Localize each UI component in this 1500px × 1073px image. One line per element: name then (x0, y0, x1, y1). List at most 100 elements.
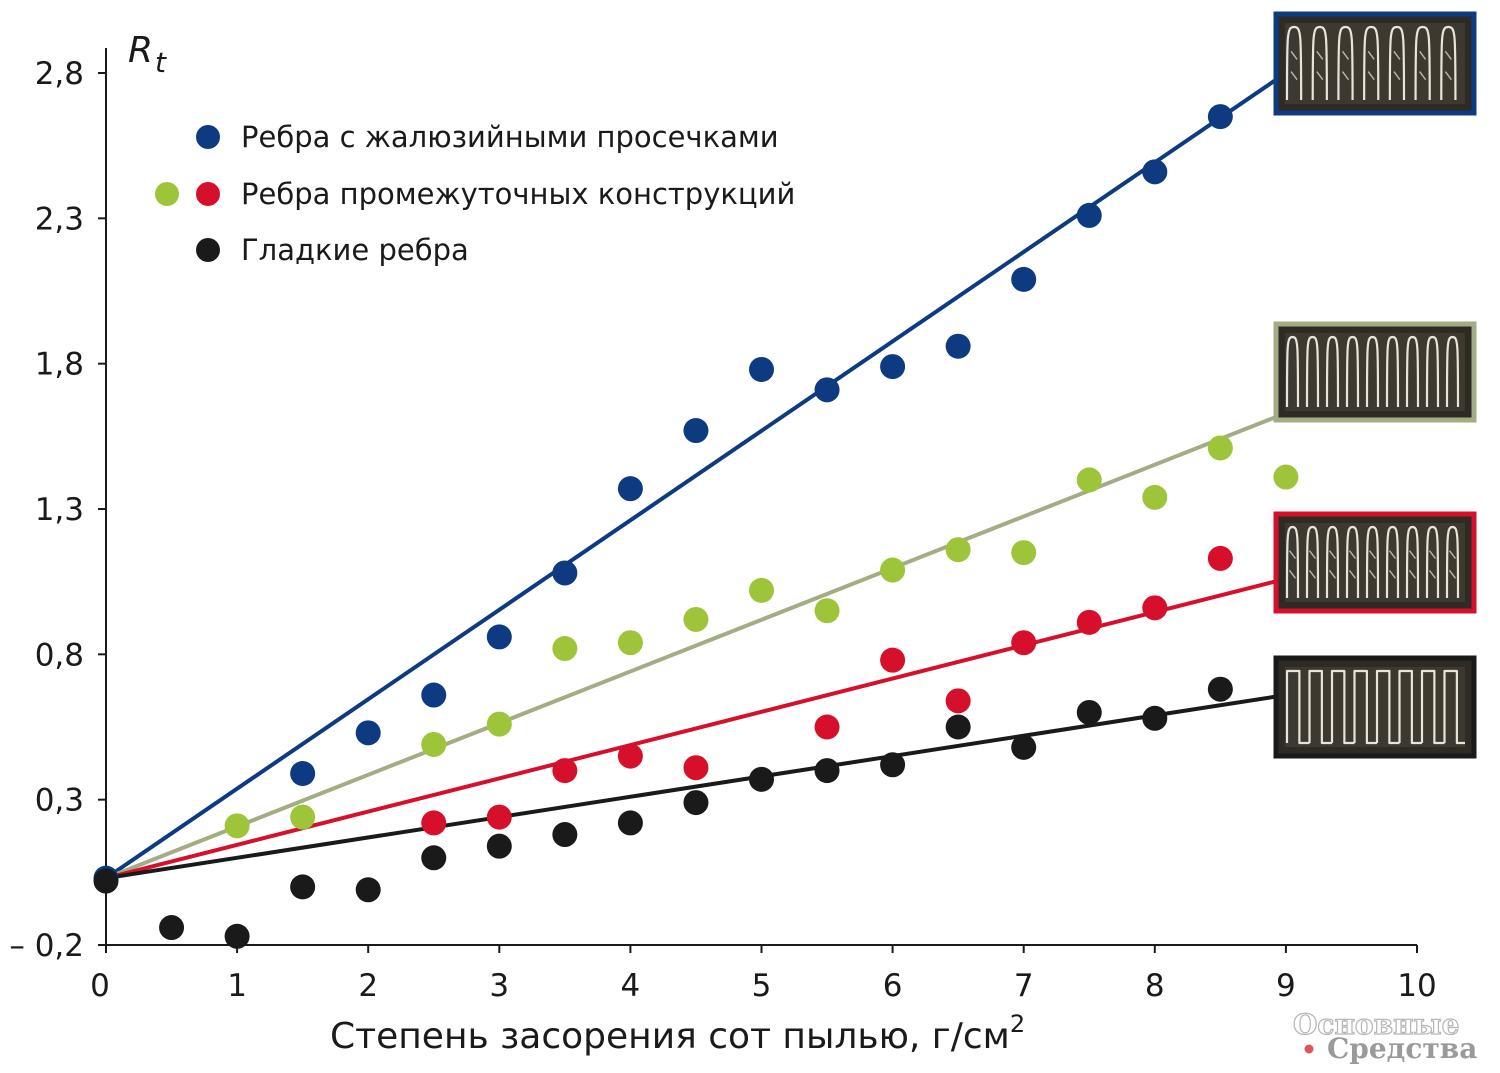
data-point-series-1 (1207, 435, 1233, 461)
data-point-series-1 (552, 636, 578, 662)
legend-marker-green (155, 182, 179, 206)
data-point-series-0 (355, 720, 381, 746)
data-point-series-1 (749, 577, 774, 603)
data-point-series-0 (945, 333, 971, 359)
trend-line-3 (105, 693, 1287, 881)
data-point-series-1 (1142, 484, 1168, 510)
data-point-series-2 (421, 810, 447, 836)
y-axis-title-main: R (128, 30, 153, 71)
data-point-series-3 (880, 752, 906, 778)
data-point-series-3 (159, 915, 185, 941)
fin-thumbnails (1273, 11, 1477, 759)
x-tick-label: 4 (621, 968, 641, 1004)
legend-label-louvered: Ребра с жалюзийными просечками (241, 120, 779, 154)
watermark-logo: Основные Средства (1292, 1007, 1477, 1065)
thumbnail-intermediate-red-louvers (1288, 550, 1457, 579)
data-point-series-0 (1207, 104, 1233, 130)
thumbnail-smooth-photo (1285, 667, 1465, 747)
legend-label-smooth: Гладкие ребра (241, 233, 469, 267)
data-point-series-3 (749, 766, 774, 792)
data-point-series-2 (1011, 630, 1037, 656)
watermark-line1: Основные (1293, 1008, 1459, 1041)
data-point-series-0 (486, 624, 512, 650)
y-tick-label: 1,3 (35, 492, 84, 528)
data-point-series-2 (1142, 595, 1168, 621)
data-point-series-0 (880, 354, 906, 380)
x-axis-title-main: Степень засорения сот пылью, г/см (330, 1016, 1010, 1057)
data-point-series-1 (617, 630, 643, 656)
data-point-series-2 (486, 804, 512, 830)
data-points (93, 104, 1299, 949)
data-point-series-3 (1207, 676, 1233, 702)
legend-marker-red (196, 182, 220, 206)
data-point-series-1 (486, 711, 512, 737)
data-point-series-2 (552, 758, 578, 784)
legend-marker-blue (196, 125, 220, 149)
thumbnail-intermediate-red-photo (1285, 523, 1465, 602)
y-tick-label: 2,8 (35, 56, 84, 92)
data-point-series-2 (1076, 609, 1102, 635)
x-tick-label: 9 (1276, 968, 1296, 1004)
data-point-series-1 (945, 537, 971, 563)
data-point-series-3 (814, 758, 840, 784)
x-tick-label: 0 (90, 968, 110, 1004)
data-point-series-1 (814, 598, 840, 624)
legend-label-intermediate: Ребра промежуточных конструкций (241, 177, 795, 211)
data-point-series-3 (1011, 734, 1037, 760)
y-axis-title: Rt (128, 30, 167, 79)
x-tick-label: 10 (1397, 968, 1436, 1004)
data-point-series-0 (749, 356, 774, 382)
x-tick-label: 7 (1014, 968, 1034, 1004)
legend: Ребра с жалюзийными просечками Ребра про… (155, 120, 795, 267)
data-point-series-0 (290, 761, 316, 787)
thumbnail-louvered (1273, 11, 1477, 116)
data-point-series-0 (421, 682, 447, 708)
thumbnail-smooth (1273, 655, 1477, 759)
x-tick-label: 6 (883, 968, 903, 1004)
data-point-series-3 (421, 845, 447, 871)
data-point-series-3 (617, 810, 643, 836)
thumbnail-intermediate-red-fins (1285, 525, 1460, 599)
data-point-series-3 (355, 877, 381, 903)
data-point-series-0 (814, 377, 840, 403)
data-point-series-0 (683, 418, 709, 444)
data-point-series-1 (1011, 540, 1037, 566)
thumbnail-louvered-fins (1285, 25, 1457, 101)
x-tick-label: 3 (489, 968, 509, 1004)
data-point-series-3 (486, 833, 512, 859)
data-point-series-2 (683, 755, 709, 781)
data-point-series-2 (880, 647, 906, 673)
x-axis-title-sup: 2 (1010, 1010, 1025, 1038)
y-tick-label: 0,8 (35, 637, 84, 673)
x-tick-label: 1 (227, 968, 247, 1004)
y-tick-label: 1,8 (35, 347, 84, 383)
data-point-series-3 (683, 790, 709, 816)
data-point-series-1 (224, 813, 250, 839)
data-point-series-1 (1076, 467, 1102, 493)
data-point-series-3 (945, 714, 971, 740)
data-point-series-0 (552, 560, 578, 586)
x-tick-label: 2 (358, 968, 378, 1004)
x-axis-title: Степень засорения сот пылью, г/см2 (330, 1010, 1025, 1057)
data-point-series-1 (683, 606, 709, 632)
thumbnail-intermediate-green (1273, 321, 1477, 423)
data-point-series-1 (421, 731, 447, 757)
thumbnail-louvered-photo (1285, 23, 1465, 104)
data-point-series-0 (617, 476, 643, 502)
watermark-dot (1304, 1044, 1314, 1054)
y-tick-label: 2,3 (35, 201, 84, 237)
data-point-series-3 (290, 874, 316, 900)
data-point-series-3 (1076, 699, 1102, 725)
watermark-line2: Средства (1327, 1032, 1477, 1065)
x-tick-label: 8 (1145, 968, 1165, 1004)
data-point-series-3 (93, 868, 119, 894)
axes-layer: 0 1 2 3 4 5 6 7 8 9 10 – 0,2 0,3 0,8 1,3 1,8 2,3 2,8 (9, 48, 1437, 1004)
data-point-series-2 (945, 688, 971, 714)
data-point-series-3 (552, 822, 578, 848)
data-point-series-0 (1076, 202, 1102, 228)
thumbnail-intermediate-green-photo (1285, 333, 1465, 411)
thumbnail-louvered-louvers (1290, 50, 1452, 81)
data-point-series-0 (1142, 159, 1168, 185)
x-tick-label: 5 (752, 968, 772, 1004)
